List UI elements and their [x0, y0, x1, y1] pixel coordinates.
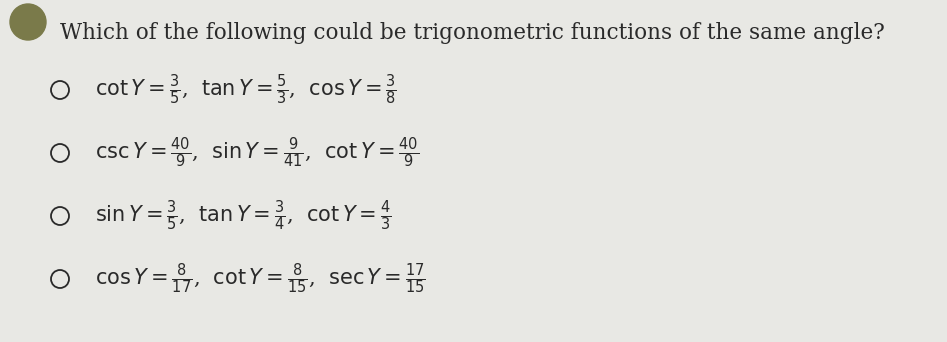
Text: $\mathrm{csc}\, Y = \frac{40}{9}$,  $\mathrm{sin}\, Y = \frac{9}{41}$,  $\mathrm: $\mathrm{csc}\, Y = \frac{40}{9}$, $\mat…: [95, 136, 420, 170]
Circle shape: [10, 4, 46, 40]
Text: Which of the following could be trigonometric functions of the same angle?: Which of the following could be trigonom…: [60, 22, 884, 44]
Text: $\mathrm{sin}\, Y = \frac{3}{5}$,  $\mathrm{tan}\, Y = \frac{3}{4}$,  $\mathrm{c: $\mathrm{sin}\, Y = \frac{3}{5}$, $\math…: [95, 199, 392, 233]
Text: $\mathrm{cos}\, Y = \frac{8}{17}$,  $\mathrm{cot}\, Y = \frac{8}{15}$,  $\mathrm: $\mathrm{cos}\, Y = \frac{8}{17}$, $\mat…: [95, 262, 426, 296]
Text: $\mathrm{cot}\, Y = \frac{3}{5}$,  $\mathrm{tan}\, Y = \frac{5}{3}$,  $\mathrm{c: $\mathrm{cot}\, Y = \frac{3}{5}$, $\math…: [95, 73, 397, 107]
